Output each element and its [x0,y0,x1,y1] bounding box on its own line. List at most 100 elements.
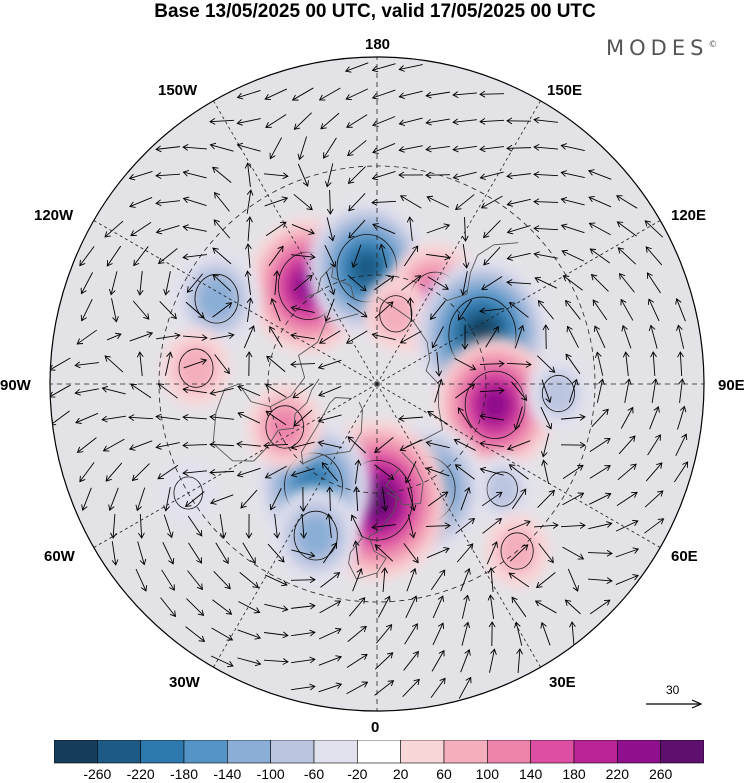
wind-arrow [506,440,531,451]
wind-arrow [618,272,635,293]
wind-arrow [506,360,532,368]
wind-arrow [429,300,446,321]
wind-arrow [589,599,611,615]
wind-arrow [291,602,316,610]
wind-arrow [651,378,659,403]
lon-label-90w: 90W [0,377,31,394]
wind-arrow [407,514,416,539]
wind-arrow [432,622,445,646]
wind-arrow [323,137,337,159]
colorbar-segment-11 [530,740,575,764]
wind-arrow [678,378,686,403]
wind-arrow [427,411,449,425]
wind-arrow [533,225,559,232]
wind-arrow [565,353,581,375]
wind-arrow [644,518,665,534]
wind-arrow [430,569,446,591]
wind-arrow [155,442,180,450]
wind-arrow [245,351,253,377]
wind-arrow [403,245,419,267]
wind-arrow [398,415,424,422]
wind-vectors [50,62,689,699]
wind-arrow [291,253,316,261]
wind-arrow [292,383,314,399]
wind-arrow [320,112,340,130]
wind-arrow [105,462,123,482]
wind-arrow [237,657,262,667]
wind-arrow [371,523,396,531]
wind-arrow [407,297,414,323]
wind-arrow [348,219,366,239]
wind-arrow [273,270,281,295]
wind-arrow [290,576,316,584]
wind-arrow [212,599,233,615]
wind-arrow [50,357,71,371]
wind-arrow [454,357,477,371]
wind-arrow [407,487,417,512]
wind-arrow [425,91,450,99]
wind-arrow [102,438,125,452]
wind-arrow [136,271,144,296]
wind-arrow [348,192,366,212]
wind-arrow [645,246,663,266]
wind-arrow [347,166,366,185]
wind-arrow [246,297,254,322]
wind-arrow [533,198,559,206]
wind-arrow [186,598,205,617]
wind-arrow [210,332,235,340]
wind-arrow [589,492,612,505]
wind-arrow [346,114,368,128]
wind-arrow [185,301,205,319]
wind-arrow [381,487,389,512]
wind-arrow [479,440,504,448]
wind-arrow [489,648,497,673]
wind-arrow [377,595,391,618]
wind-arrow [646,272,661,294]
colorbar-tick-label: -20 [347,766,368,782]
wind-arrow [615,519,639,532]
wind-arrow [615,574,639,585]
wind-arrow [268,245,284,266]
wind-arrow [263,658,289,665]
negative-anomaly-13 [173,249,260,348]
positive-anomaly-12 [247,384,323,470]
wind-arrow [483,246,501,266]
wind-arrow [135,568,148,592]
wind-arrow [560,143,585,151]
colorbar-tick-label: -220 [126,766,155,782]
wind-arrow [209,494,234,505]
wind-arrow [508,464,529,480]
wind-arrow [344,62,369,73]
wind-arrow [427,276,449,290]
wind-arrow [590,273,609,292]
wind-arrow [567,568,579,592]
colorbar-segment-1 [97,740,141,764]
wind-arrow [111,541,119,566]
wind-arrow [236,467,261,478]
wind-arrow [506,117,532,125]
wind-arrow [537,300,554,320]
wind-arrow [128,171,153,181]
wind-arrow [565,299,581,320]
wind-arrow [644,490,664,508]
wind-arrow [514,621,523,646]
wind-arrow [562,275,583,291]
wind-arrow [182,224,207,232]
wind-arrow [426,253,451,261]
wind-arrow [186,273,204,293]
negative-anomaly-7 [471,454,533,524]
wind-arrow [135,487,146,512]
wind-arrow [560,223,585,234]
wind-arrow [374,464,395,480]
wind-arrow [482,220,501,239]
wind-arrow [264,196,289,207]
wind-arrow [677,351,684,377]
wind-arrow [507,520,531,532]
wind-arrow [219,514,227,539]
wind-arrow [617,247,637,265]
wind-arrow [347,625,367,642]
wind-arrow [273,514,281,539]
colorbar-tick-label: -100 [256,766,285,782]
wind-arrow [209,142,234,152]
